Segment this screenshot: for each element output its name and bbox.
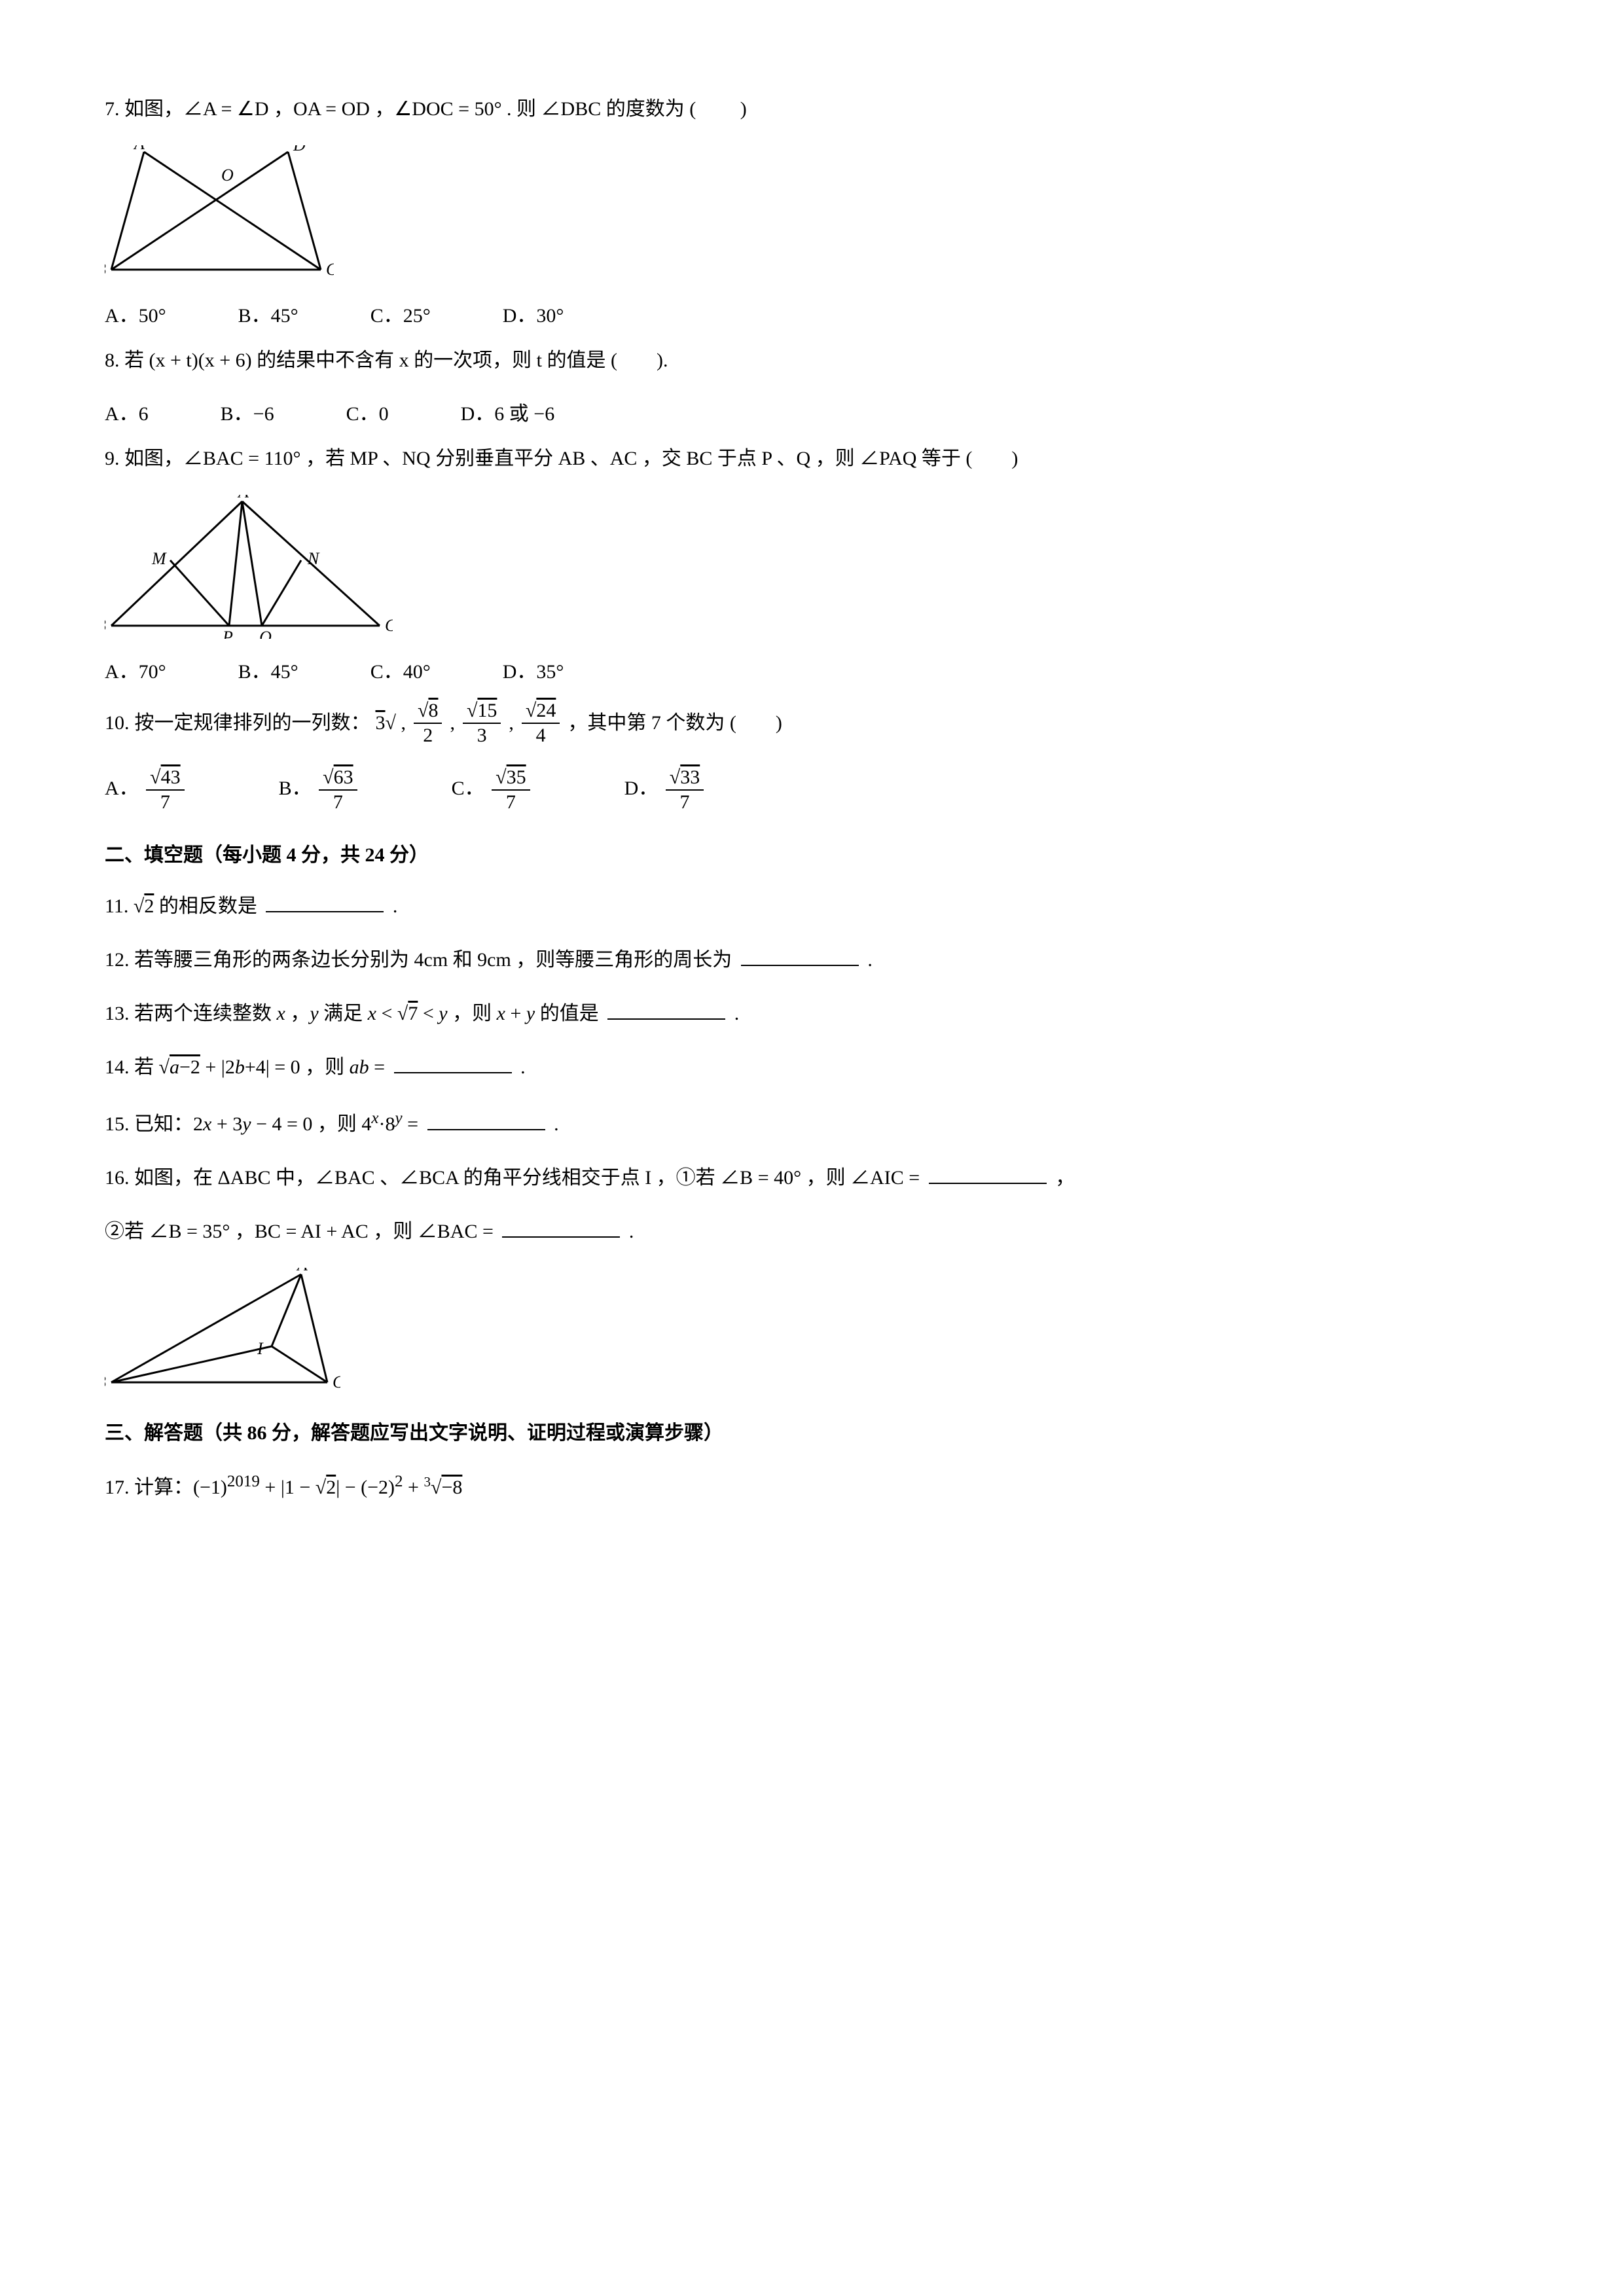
q9-number: 9. [105,448,120,469]
q15-blank [427,1109,545,1130]
question-14: 14. 若 √a−2 + |2b+4| = 0 ，则 ab = . [105,1050,1519,1085]
q10-option-b: B． √637 [279,766,360,814]
q7-text: 如图，∠A = ∠D ，OA = OD ，∠DOC = 50° . 则 ∠DBC… [124,98,696,120]
q7-option-a: A．50° [105,298,166,334]
q15-number: 15. [105,1113,130,1135]
q10-seq-4: √244 [522,699,560,747]
svg-text:D: D [293,145,306,154]
svg-text:A: A [133,145,145,153]
q10-seq-3: √153 [463,699,501,747]
q10-seq-2: √82 [414,699,442,747]
svg-text:B: B [105,260,106,279]
svg-text:I: I [257,1339,264,1358]
svg-text:M: M [151,549,167,568]
q16-blank-2 [502,1217,620,1238]
q8-options: A．6 B．−6 C．0 D．6 或 −6 [105,397,1519,432]
q9-figure: A B C M N P Q [105,495,1519,639]
question-7: 7. 如图，∠A = ∠D ，OA = OD ，∠DOC = 50° . 则 ∠… [105,92,1519,127]
q9-option-a: A．70° [105,655,166,690]
svg-text:A: A [296,1268,308,1274]
svg-text:B: B [105,1372,106,1391]
q7-number: 7. [105,98,120,120]
question-17: 17. 计算：(−1)2019 + |1 − √2| − (−2)2 + 3√−… [105,1467,1519,1505]
question-12: 12. 若等腰三角形的两条边长分别为 4cm 和 9cm ，则等腰三角形的周长为… [105,942,1519,978]
q10-text-after: ，其中第 7 个数为 ( ) [568,706,782,741]
q14-blank [394,1052,512,1073]
q7-paren: ) [701,98,747,120]
svg-text:P: P [222,628,233,639]
q9-option-d: D．35° [503,655,564,690]
q16-number: 16. [105,1167,130,1189]
question-9: 9. 如图，∠BAC = 110° ，若 MP 、NQ 分别垂直平分 AB 、A… [105,441,1519,476]
q12-number: 12. [105,949,130,971]
question-16b: ②若 ∠B = 35° ，BC = AI + AC ，则 ∠BAC = . [105,1214,1519,1249]
section-2-title: 二、填空题（每小题 4 分，共 24 分） [105,838,1519,873]
q9-text: 如图，∠BAC = 110° ，若 MP 、NQ 分别垂直平分 AB 、AC ，… [124,448,1018,469]
q8-option-c: C．0 [346,397,389,432]
q8-option-b: B．−6 [221,397,274,432]
question-13: 13. 若两个连续整数 x ，y 满足 x < √7 < y ，则 x + y … [105,996,1519,1031]
q7-option-c: C．25° [370,298,431,334]
question-11: 11. √2 的相反数是 . [105,889,1519,924]
question-10: 10. 按一定规律排列的一列数： 3√ , √82, √153, √244 ，其… [105,699,1519,747]
q8-option-a: A．6 [105,397,149,432]
svg-text:O: O [221,166,234,185]
svg-text:Q: Q [259,628,272,639]
q10-text-before: 按一定规律排列的一列数： [135,706,370,741]
q10-options: A． √437 B． √637 C． √357 D． √337 [105,766,1519,814]
q13-number: 13. [105,1003,130,1024]
svg-text:B: B [105,616,106,635]
q8-text: 若 (x + t)(x + 6) 的结果中不含有 x 的一次项，则 t 的值是 … [124,350,668,371]
q12-blank [741,945,859,966]
question-15: 15. 已知：2x + 3y − 4 = 0 ，则 4x·8y = . [105,1103,1519,1142]
q9-option-c: C．40° [370,655,431,690]
section-3-title: 三、解答题（共 86 分，解答题应写出文字说明、证明过程或演算步骤） [105,1416,1519,1451]
q7-figure: A D O B C [105,145,1519,283]
q9-option-b: B．45° [238,655,298,690]
q10-option-a: A． √437 [105,766,187,814]
q10-option-c: C． √357 [452,766,533,814]
question-8: 8. 若 (x + t)(x + 6) 的结果中不含有 x 的一次项，则 t 的… [105,343,1519,378]
question-16: 16. 如图，在 ΔABC 中，∠BAC 、∠BCA 的角平分线相交于点 I ，… [105,1160,1519,1196]
svg-text:C: C [333,1372,340,1391]
q11-number: 11. [105,895,128,917]
q7-option-d: D．30° [503,298,564,334]
q10-option-d: D． √337 [624,766,707,814]
q10-number: 10. [105,706,130,741]
q7-options: A．50° B．45° C．25° D．30° [105,298,1519,334]
q17-number: 17. [105,1477,130,1498]
q9-options: A．70° B．45° C．40° D．35° [105,655,1519,690]
q7-option-b: B．45° [238,298,298,334]
svg-text:C: C [385,616,393,635]
q8-option-d: D．6 或 −6 [461,397,555,432]
q16-figure: A B C I [105,1268,1519,1392]
q13-blank [607,999,725,1020]
q16-blank-1 [929,1163,1047,1184]
svg-text:A: A [237,495,249,501]
q11-blank [266,891,384,912]
svg-text:C: C [326,260,334,279]
svg-text:N: N [307,549,320,568]
q10-seq-1: 3√ , [376,706,406,741]
q14-number: 14. [105,1056,130,1078]
q8-number: 8. [105,350,120,371]
